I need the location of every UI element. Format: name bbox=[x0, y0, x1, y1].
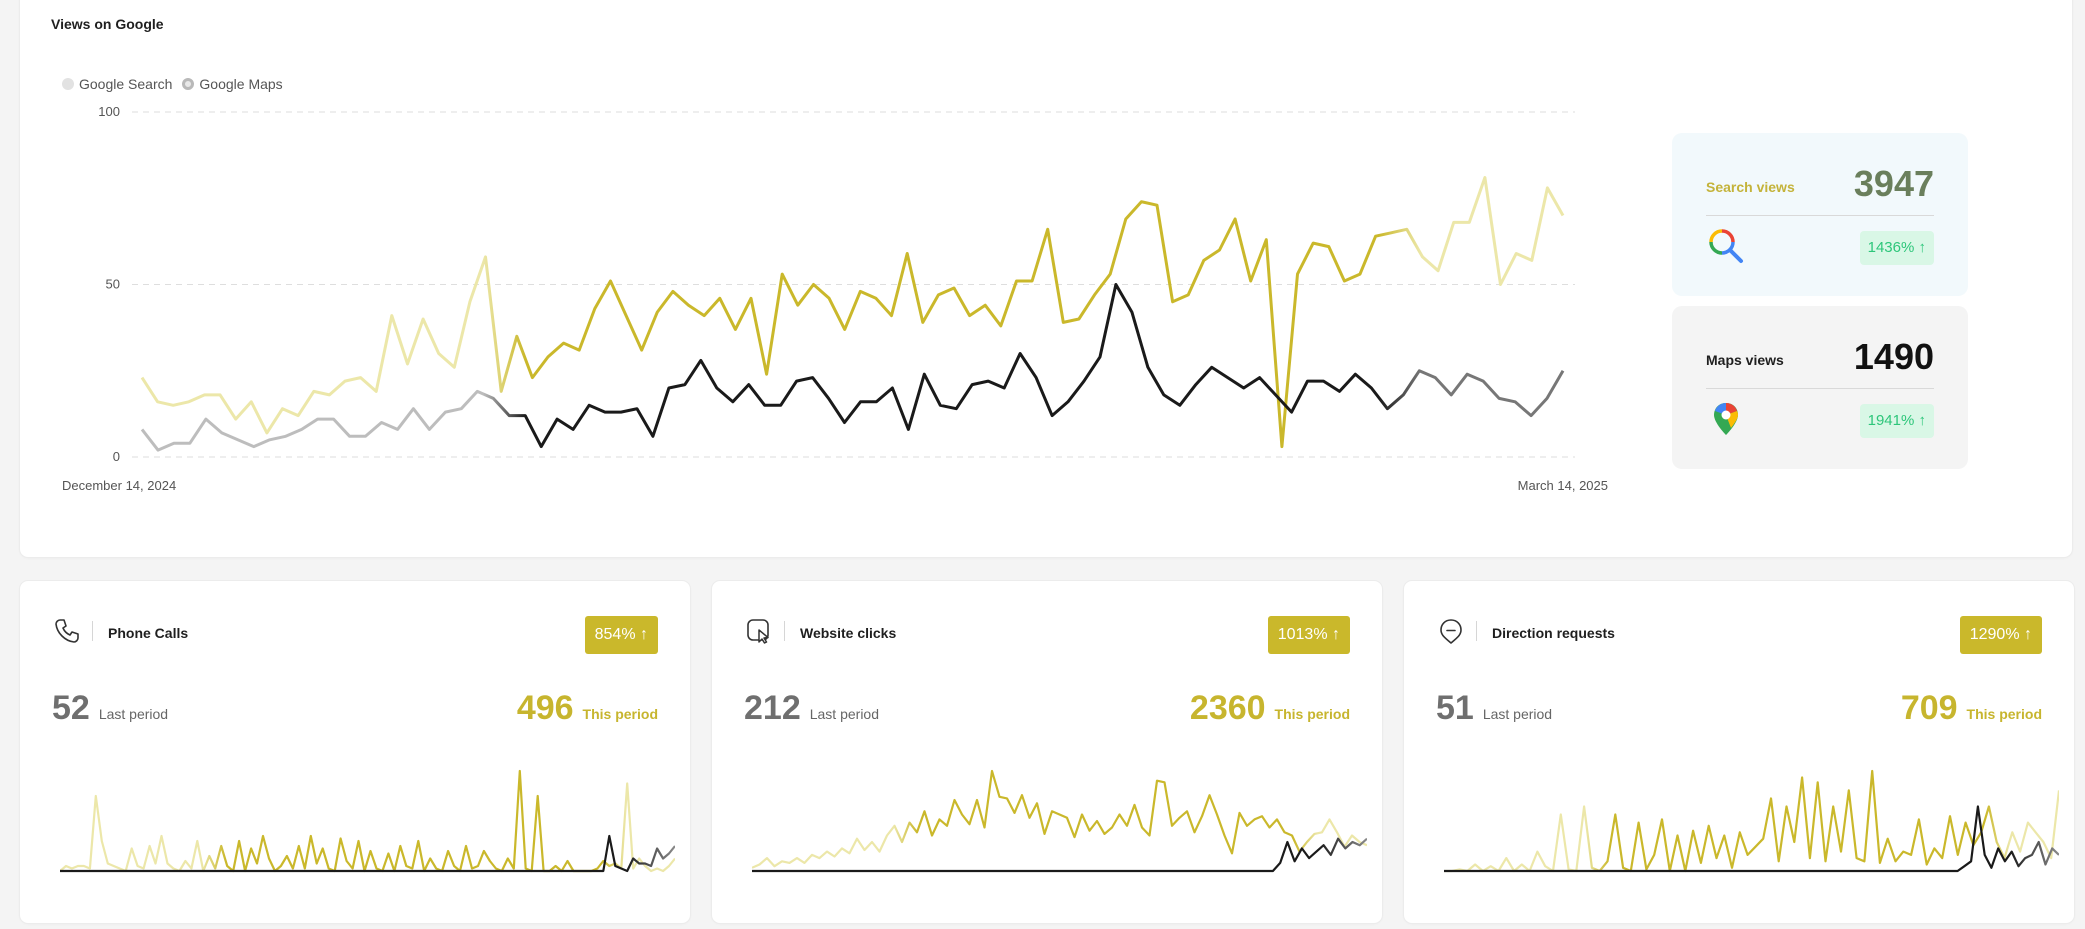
direction-requests-sparkline bbox=[1444, 769, 2059, 873]
this-period: 496 This period bbox=[517, 689, 658, 728]
x-tick-label: March 14, 2025 bbox=[1518, 478, 1608, 493]
google-search-icon bbox=[1709, 229, 1743, 263]
divider bbox=[1706, 215, 1934, 216]
last-period: 51 Last period bbox=[1436, 689, 1552, 728]
direction-icon bbox=[1440, 619, 1462, 644]
legend-label: Google Maps bbox=[199, 76, 283, 92]
legend-dot-icon bbox=[62, 78, 74, 90]
legend-google-maps[interactable]: Google Maps bbox=[182, 76, 283, 92]
last-period-value: 212 bbox=[744, 689, 801, 727]
sparkline-this-period bbox=[1444, 769, 2059, 873]
x-tick-label: December 14, 2024 bbox=[62, 478, 176, 493]
last-period-value: 51 bbox=[1436, 689, 1474, 727]
change-badge: 1013% ↑ bbox=[1267, 616, 1350, 654]
series-line-google-search bbox=[140, 176, 1565, 449]
google-maps-pin-icon bbox=[1714, 403, 1738, 435]
sparkline-this-period bbox=[60, 769, 675, 873]
maps-views-label: Maps views bbox=[1706, 352, 1784, 368]
maps-views-change-badge: 1941% ↑ bbox=[1859, 404, 1934, 438]
website-clicks-sparkline bbox=[752, 769, 1367, 873]
phone-icon bbox=[55, 619, 79, 643]
metric-title: Direction requests bbox=[1492, 625, 1615, 641]
metric-title: Website clicks bbox=[800, 625, 897, 641]
this-period-label: This period bbox=[582, 706, 658, 722]
divider bbox=[1476, 621, 1477, 641]
website-clicks-card: Website clicks 1013% ↑ 212 Last period 2… bbox=[712, 581, 1382, 923]
last-period-label: Last period bbox=[1482, 706, 1553, 722]
y-tick-label: 50 bbox=[106, 277, 120, 292]
this-period-value: 496 bbox=[516, 689, 574, 727]
maps-views-box: Maps views 1490 1941% ↑ bbox=[1672, 306, 1968, 469]
views-card: 100 50 0 December 14, 2024 March 14, 2025 Vi… bbox=[20, 0, 2072, 557]
this-period-value: 2360 bbox=[1189, 689, 1266, 727]
legend-dot-icon bbox=[182, 78, 195, 90]
website-click-icon bbox=[747, 619, 769, 644]
metric-title: Phone Calls bbox=[108, 625, 189, 641]
this-period: 2360 This period bbox=[1190, 689, 1350, 728]
views-line-chart: 100 50 0 December 14, 2024 March 14, 2025 bbox=[62, 104, 1608, 493]
direction-requests-card: Direction requests 1290% ↑ 51 Last perio… bbox=[1404, 581, 2074, 923]
last-period-label: Last period bbox=[809, 706, 880, 722]
search-views-value: 3947 bbox=[1853, 163, 1934, 204]
sparkline-last-period bbox=[60, 834, 675, 873]
this-period-label: This period bbox=[1274, 706, 1350, 722]
y-tick-label: 0 bbox=[113, 449, 120, 464]
this-period-value: 709 bbox=[1900, 689, 1958, 727]
search-views-label: Search views bbox=[1706, 179, 1795, 195]
legend-google-search[interactable]: Google Search bbox=[62, 76, 172, 92]
this-period-label: This period bbox=[1966, 706, 2042, 722]
maps-views-value: 1490 bbox=[1853, 336, 1934, 377]
y-tick-label: 100 bbox=[98, 104, 120, 119]
sparkline-this-period bbox=[752, 769, 1367, 869]
last-period-label: Last period bbox=[98, 706, 169, 722]
views-title: Views on Google bbox=[51, 16, 164, 32]
legend-label: Google Search bbox=[79, 76, 173, 92]
last-period: 212 Last period bbox=[744, 689, 879, 728]
divider bbox=[784, 621, 785, 641]
series-line-google-maps bbox=[140, 283, 1565, 452]
change-badge: 1290% ↑ bbox=[1959, 616, 2042, 654]
phone-calls-sparkline bbox=[60, 769, 675, 873]
divider bbox=[92, 621, 93, 641]
search-views-box: Search views 3947 1436% ↑ bbox=[1672, 133, 1968, 296]
last-period: 52 Last period bbox=[52, 689, 168, 728]
phone-calls-card: Phone Calls 854% ↑ 52 Last period 496 Th… bbox=[20, 581, 690, 923]
last-period-value: 52 bbox=[52, 689, 90, 727]
sparkline-last-period bbox=[1444, 805, 2059, 873]
search-views-change-badge: 1436% ↑ bbox=[1859, 231, 1934, 265]
divider bbox=[1706, 388, 1934, 389]
change-badge: 854% ↑ bbox=[584, 616, 658, 654]
this-period: 709 This period bbox=[1901, 689, 2042, 728]
sparkline-last-period bbox=[752, 837, 1367, 873]
chart-legend: Google Search Google Maps bbox=[62, 76, 283, 92]
